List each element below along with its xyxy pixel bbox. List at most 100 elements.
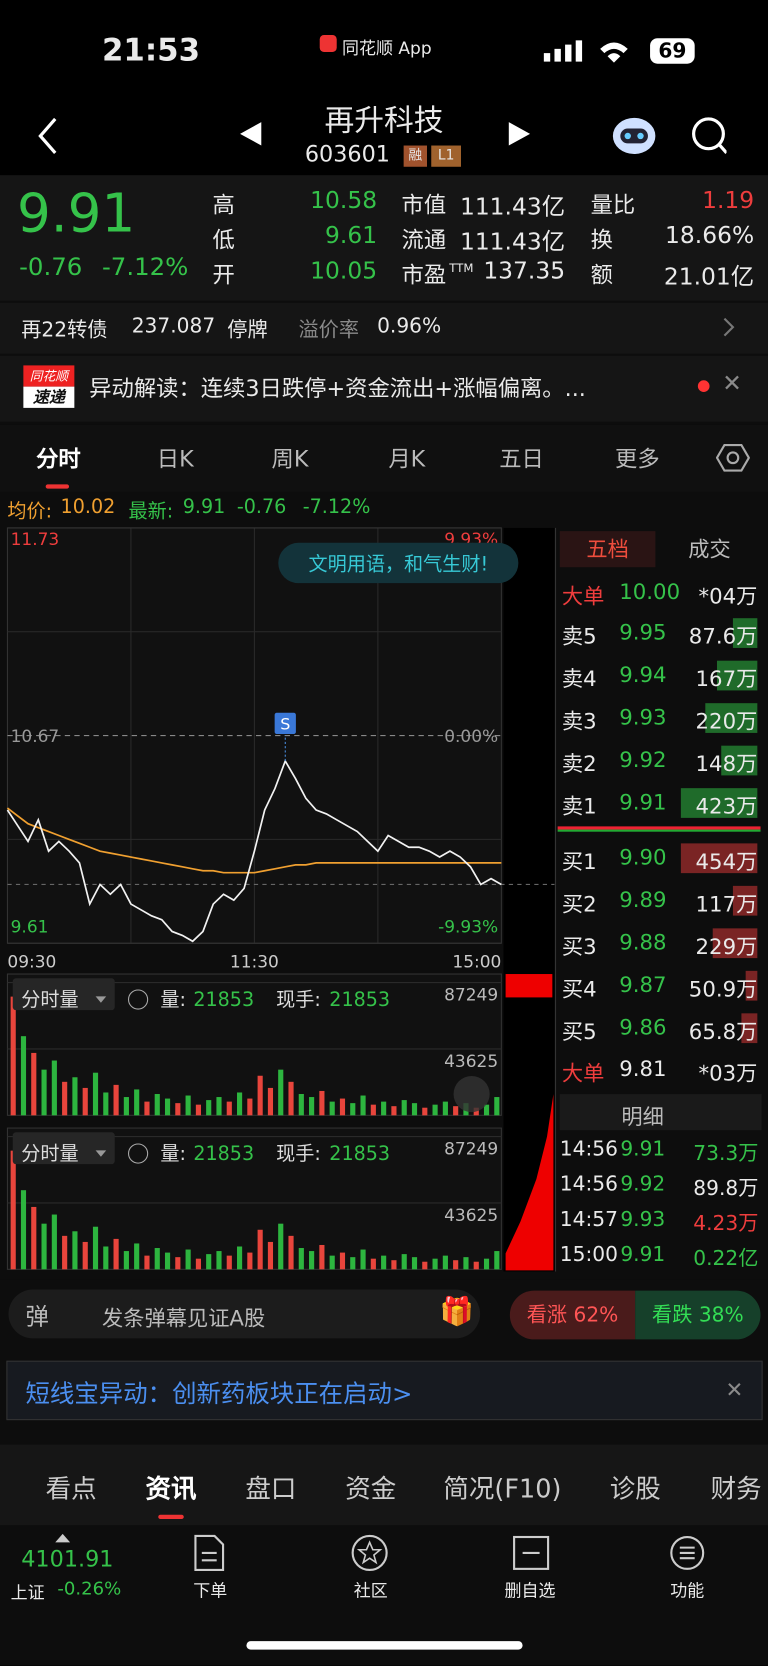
footer-item[interactable]: 社区 (353, 1580, 388, 1601)
banner[interactable] (6, 1360, 763, 1421)
volume-bar (195, 1104, 201, 1116)
stock-code: 603601 (304, 141, 391, 167)
volume-bar (41, 1069, 47, 1116)
y2-tick-label: 0.00% (444, 727, 498, 747)
volume-bar (247, 1252, 253, 1270)
volume-bar (453, 1260, 459, 1270)
tab[interactable]: 月K (388, 446, 426, 472)
bond-price: 237.087 (131, 314, 216, 338)
book-volume: 167万 (695, 665, 758, 692)
y-tick-label: 9.61 (11, 918, 49, 938)
tab[interactable]: 分时 (36, 446, 81, 472)
ttm: TTM (449, 261, 474, 276)
volume-bar (329, 1101, 335, 1116)
y-tick-label: 87249 (444, 1140, 498, 1160)
volume-bar (247, 1098, 253, 1116)
book-price: 9.89 (619, 886, 667, 913)
volume-bar (288, 1081, 294, 1116)
book-volume: 229万 (695, 933, 758, 960)
book-label: 卖3 (561, 708, 597, 734)
volume-gauge (704, 703, 758, 733)
footer-item[interactable]: 功能 (670, 1580, 705, 1601)
vol-label: 量: (160, 1142, 186, 1165)
volume-bar (257, 1229, 263, 1270)
volume-bar (453, 1106, 459, 1116)
settings[interactable] (715, 442, 750, 474)
bear-button[interactable]: 看跌 38% (635, 1290, 761, 1340)
vol-label: 量: (160, 988, 186, 1011)
volume-bar (134, 1089, 140, 1116)
stat-value: 137.35 (483, 258, 566, 285)
close[interactable]: ✕ (725, 1376, 744, 1403)
volume-bar (92, 1072, 99, 1116)
stat-value: 9.61 (325, 223, 378, 250)
book-tab[interactable]: 五档 (559, 531, 656, 568)
tab[interactable]: 日K (156, 446, 194, 472)
trade-price: 9.92 (620, 1172, 666, 1197)
book-label: 大单 (561, 583, 605, 609)
book-volume: 148万 (695, 750, 758, 777)
vol: 21853 (193, 1142, 254, 1165)
volume-gauge (741, 1013, 758, 1044)
alert-row[interactable] (0, 355, 768, 422)
x-tick-label: 15:00 (452, 953, 501, 973)
volume-bar (216, 1251, 222, 1270)
volume-bar (134, 1243, 140, 1270)
panel-title: 分时量 (21, 1142, 78, 1165)
tab-bar (0, 424, 768, 492)
section-tab[interactable]: 财务 (710, 1474, 762, 1505)
tab[interactable]: 周K (271, 446, 309, 472)
stat-label: 低 (212, 227, 235, 253)
detail-title[interactable]: 明细 (621, 1103, 664, 1130)
volume-bar (31, 1052, 37, 1116)
volume-bar (370, 1258, 376, 1270)
bond-name: 再22转债 (21, 318, 108, 343)
volume-bar (123, 1251, 129, 1270)
tab[interactable]: 五日 (499, 446, 544, 472)
book-label: 买2 (561, 891, 597, 917)
book-price: 9.91 (619, 789, 667, 815)
volume-bar (442, 1255, 448, 1270)
section-tab[interactable]: 盘口 (245, 1474, 297, 1505)
volume-bar (154, 1094, 160, 1116)
book-tab[interactable]: 成交 (688, 536, 731, 562)
book-label: 卖1 (561, 793, 597, 819)
section-tab[interactable]: 看点 (45, 1474, 97, 1505)
bond-row[interactable] (0, 302, 768, 354)
volume-bar (411, 1257, 418, 1270)
danmaku-input[interactable] (8, 1289, 481, 1339)
book-label: 大单 (561, 1060, 605, 1086)
book-separator (557, 826, 761, 830)
trade-time: 14:56 (559, 1137, 618, 1161)
volume-bar (154, 1248, 160, 1270)
footer-item[interactable]: 删自选 (504, 1580, 556, 1601)
book-price: 9.81 (619, 1055, 667, 1082)
volume-bar (463, 1257, 469, 1270)
battery: 69 (650, 38, 695, 64)
section-tab[interactable]: 诊股 (609, 1474, 661, 1505)
annotation-box (274, 712, 296, 734)
y2-tick-label: -9.93% (438, 918, 498, 938)
y-tick-label: 10.67 (11, 727, 60, 747)
close[interactable]: ✕ (722, 370, 742, 398)
section-tab[interactable]: 资金 (345, 1474, 397, 1505)
volume-bar (298, 1248, 304, 1270)
volume-bar (62, 1235, 68, 1270)
gift[interactable]: 🎁 (439, 1295, 475, 1328)
footer-item[interactable]: 下单 (193, 1580, 228, 1601)
section-tab[interactable]: 简况(F10) (443, 1474, 562, 1505)
volume-bar (381, 1101, 387, 1116)
tab[interactable]: 更多 (615, 446, 660, 472)
status-bar (0, 0, 768, 96)
volume-bar (298, 1094, 304, 1116)
volume-bar (31, 1206, 37, 1270)
section-tab[interactable]: 资讯 (145, 1474, 197, 1505)
volume-bar (257, 1075, 263, 1116)
bull-button[interactable]: 看涨 62% (509, 1290, 636, 1340)
header-icons[interactable] (610, 113, 727, 160)
volume-bar (226, 1101, 232, 1116)
stat-label: 开 (212, 262, 235, 288)
back-button[interactable] (32, 115, 64, 157)
volume-bar (72, 1231, 78, 1270)
volume-bar (278, 1069, 284, 1116)
